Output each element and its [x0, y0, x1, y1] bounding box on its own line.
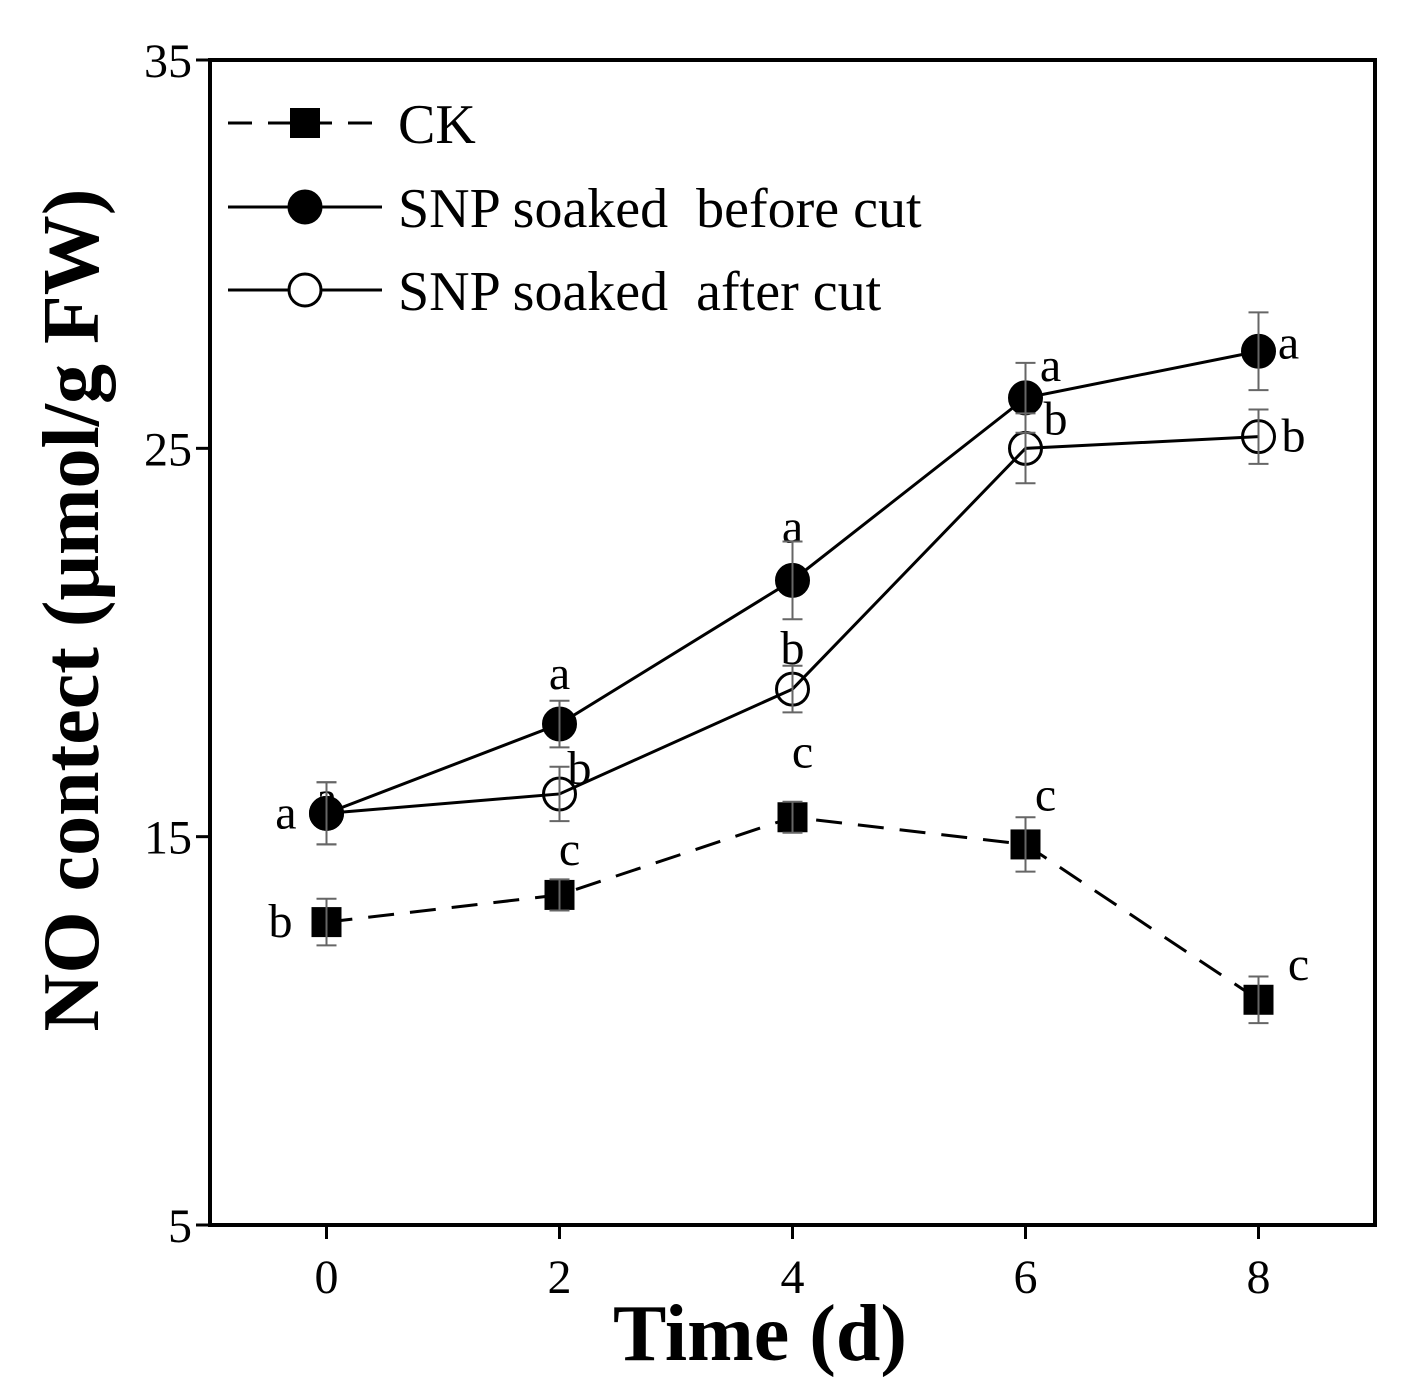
- legend-marker: [287, 272, 323, 308]
- x-tick-label: 4: [781, 1251, 805, 1304]
- error-bar: [782, 800, 803, 834]
- significance-label: b: [568, 742, 592, 795]
- error-bar: [549, 765, 570, 823]
- legend: CK SNP soaked before cut SNP soaked after …: [228, 94, 922, 323]
- significance-label: b: [1282, 410, 1306, 463]
- y-tick-label: 5: [168, 1200, 192, 1253]
- error-bar: [1248, 975, 1269, 1025]
- legend-marker: [287, 189, 323, 225]
- error-bar: [1015, 816, 1036, 873]
- error-bar: [1015, 361, 1036, 434]
- error-bar: [782, 664, 803, 714]
- series-1: [316, 311, 1269, 846]
- significance-label: a: [1040, 339, 1061, 392]
- y-tick-label: 25: [144, 423, 192, 476]
- legend-entry-2: SNP soaked after cut: [228, 261, 882, 323]
- significance-label: a: [782, 500, 803, 553]
- x-tick-label: 6: [1014, 1251, 1038, 1304]
- significance-label: b: [269, 895, 293, 948]
- y-tick-label: 35: [144, 35, 192, 88]
- y-tick-label: 15: [144, 812, 192, 865]
- series-line: [326, 815, 1260, 1002]
- x-tick-label: 0: [315, 1251, 339, 1304]
- y-axis-title: NO contect (μmol/g FW): [28, 189, 116, 1032]
- legend-entry-1: SNP soaked before cut: [228, 178, 922, 240]
- ticks-layer: 0 2 4 6 8 5 15 25 35: [144, 35, 1271, 1304]
- legend-label: CK: [398, 94, 476, 156]
- significance-label: b: [1044, 392, 1068, 445]
- significance-label: a: [275, 786, 296, 839]
- significance-label: c: [559, 823, 580, 876]
- legend-entry-0: CK: [228, 94, 476, 156]
- error-bar: [316, 897, 337, 947]
- significance-label: c: [1288, 938, 1309, 991]
- x-tick-label: 8: [1247, 1251, 1271, 1304]
- error-bar: [1248, 408, 1269, 465]
- error-bar: [782, 540, 803, 621]
- significance-label: c: [1035, 768, 1056, 821]
- error-bar: [1248, 311, 1269, 392]
- x-tick-label: 2: [548, 1251, 572, 1304]
- error-bar: [549, 699, 570, 749]
- legend-marker: [290, 108, 320, 138]
- significance-label: c: [792, 725, 813, 778]
- legend-label: SNP soaked after cut: [398, 261, 882, 323]
- error-bar: [549, 878, 570, 912]
- significance-label: a: [549, 647, 570, 700]
- error-bar: [316, 781, 337, 846]
- series-0: [316, 800, 1269, 1025]
- x-axis-title: Time (d): [613, 1290, 907, 1378]
- legend-label: SNP soaked before cut: [398, 178, 922, 240]
- significance-label: a: [1278, 316, 1299, 369]
